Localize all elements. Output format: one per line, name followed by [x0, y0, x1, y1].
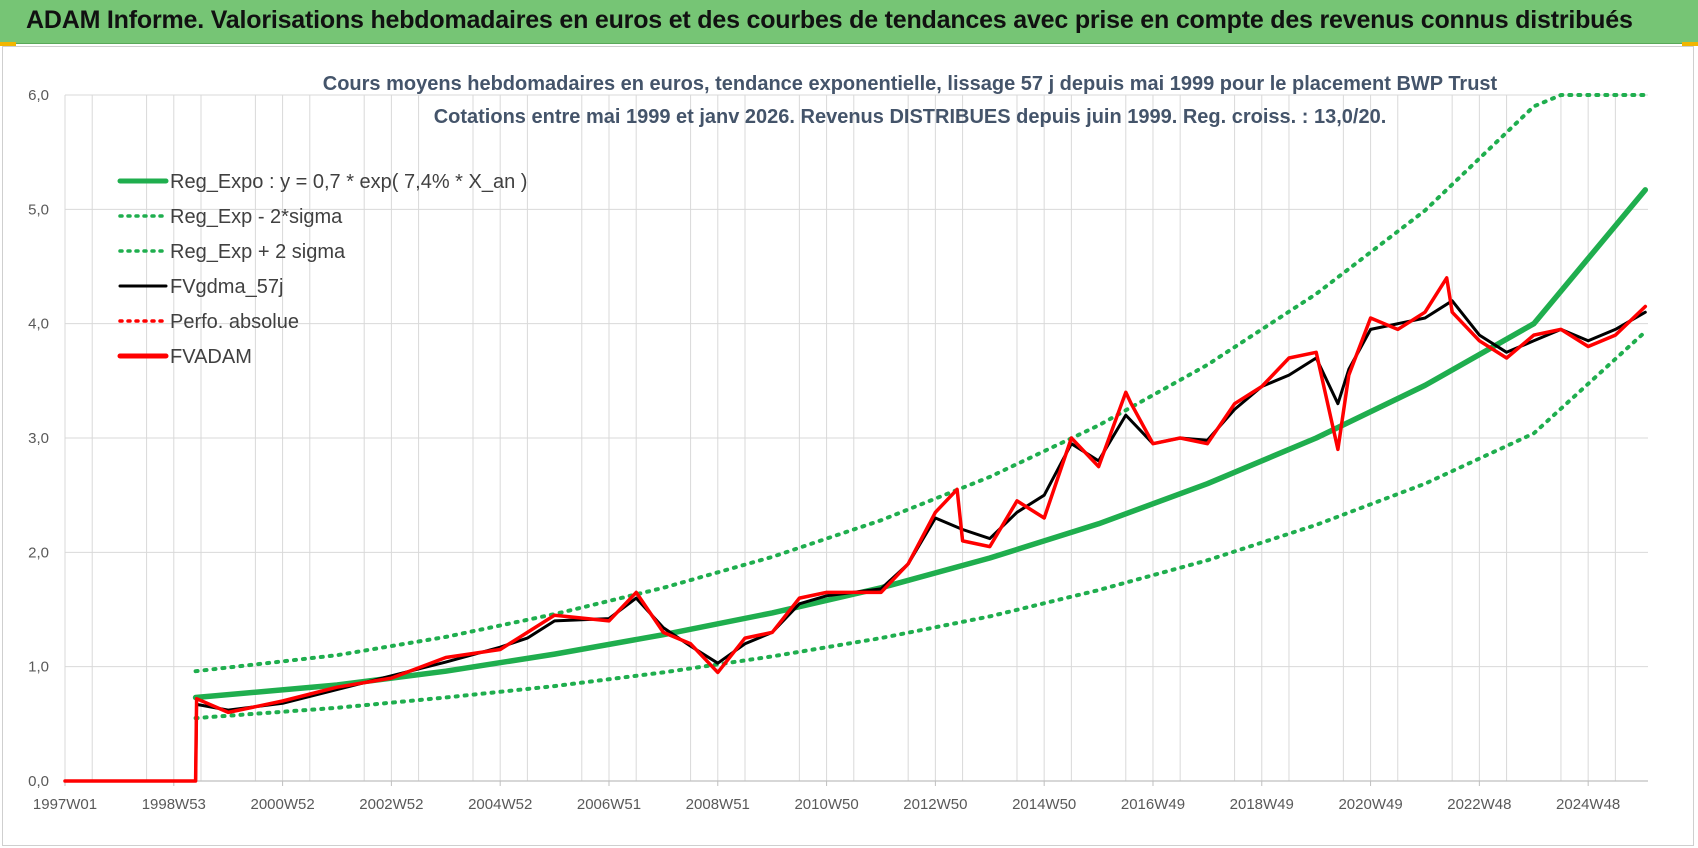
x-tick-label: 2024W48	[1556, 796, 1620, 813]
page-title: ADAM Informe. Valorisations hebdomadaire…	[26, 6, 1633, 34]
series-reg-expo	[192, 187, 1649, 701]
y-tick-label: 5,0	[28, 201, 49, 218]
x-tick-label: 2000W52	[250, 796, 314, 813]
legend-label-trend: Reg_Expo : y = 0,7 * exp( 7,4% * X_an )	[170, 171, 527, 193]
x-tick-label: 1998W53	[142, 796, 206, 813]
legend-label-gdma: FVgdma_57j	[170, 276, 283, 298]
series-layer	[63, 93, 1649, 783]
y-tick-label: 6,0	[28, 87, 49, 104]
legend: Reg_Expo : y = 0,7 * exp( 7,4% * X_an ) R…	[117, 171, 527, 368]
x-tick-label: 2004W52	[468, 796, 532, 813]
y-tick-label: 3,0	[28, 430, 49, 447]
series-perfo-absolue	[195, 277, 1647, 714]
x-tick-label: 1997W01	[33, 796, 97, 813]
legend-label-fvadam: FVADAM	[170, 346, 252, 368]
x-tick-label: 2002W52	[359, 796, 423, 813]
y-tick-label: 4,0	[28, 316, 49, 333]
x-tick-label: 2006W51	[577, 796, 641, 813]
x-tick-label: 2008W51	[686, 796, 750, 813]
y-tick-label: 1,0	[28, 659, 49, 676]
x-tick-label: 2012W50	[903, 796, 967, 813]
x-tick-label: 2016W49	[1121, 796, 1185, 813]
legend-label-perfo: Perfo. absolue	[170, 311, 299, 333]
y-tick-label: 0,0	[28, 773, 49, 790]
corner-marker-left	[0, 42, 16, 46]
series-reg-exp-minus-2-sigma	[193, 329, 1648, 721]
grid-layer	[64, 94, 1648, 782]
chart-frame	[2, 46, 1694, 846]
x-tick-label: 2010W50	[794, 796, 858, 813]
x-tick-label: 2014W50	[1012, 796, 1076, 813]
chart-title-line2: Cotations entre mai 1999 et janv 2026. R…	[434, 106, 1387, 128]
chart-title-line1: Cours moyens hebdomadaires en euros, ten…	[323, 73, 1498, 95]
legend-label-lower: Reg_Exp - 2*sigma	[170, 206, 343, 228]
legend-label-upper: Reg_Exp + 2 sigma	[170, 241, 346, 263]
x-tick-label: 2022W48	[1447, 796, 1511, 813]
header-banner: ADAM Informe. Valorisations hebdomadaire…	[0, 0, 1698, 44]
y-tick-label: 2,0	[28, 544, 49, 561]
series-reg-exp-plus-2-sigma	[193, 93, 1648, 674]
x-tick-label: 2020W49	[1338, 796, 1402, 813]
x-tick-label: 2018W49	[1230, 796, 1294, 813]
axis-layer: 0,0 1,0 2,0 3,0 4,0 5,0 6,0 1997W01 1998W53 2000W…	[28, 87, 1648, 813]
corner-marker-right	[1682, 42, 1698, 46]
